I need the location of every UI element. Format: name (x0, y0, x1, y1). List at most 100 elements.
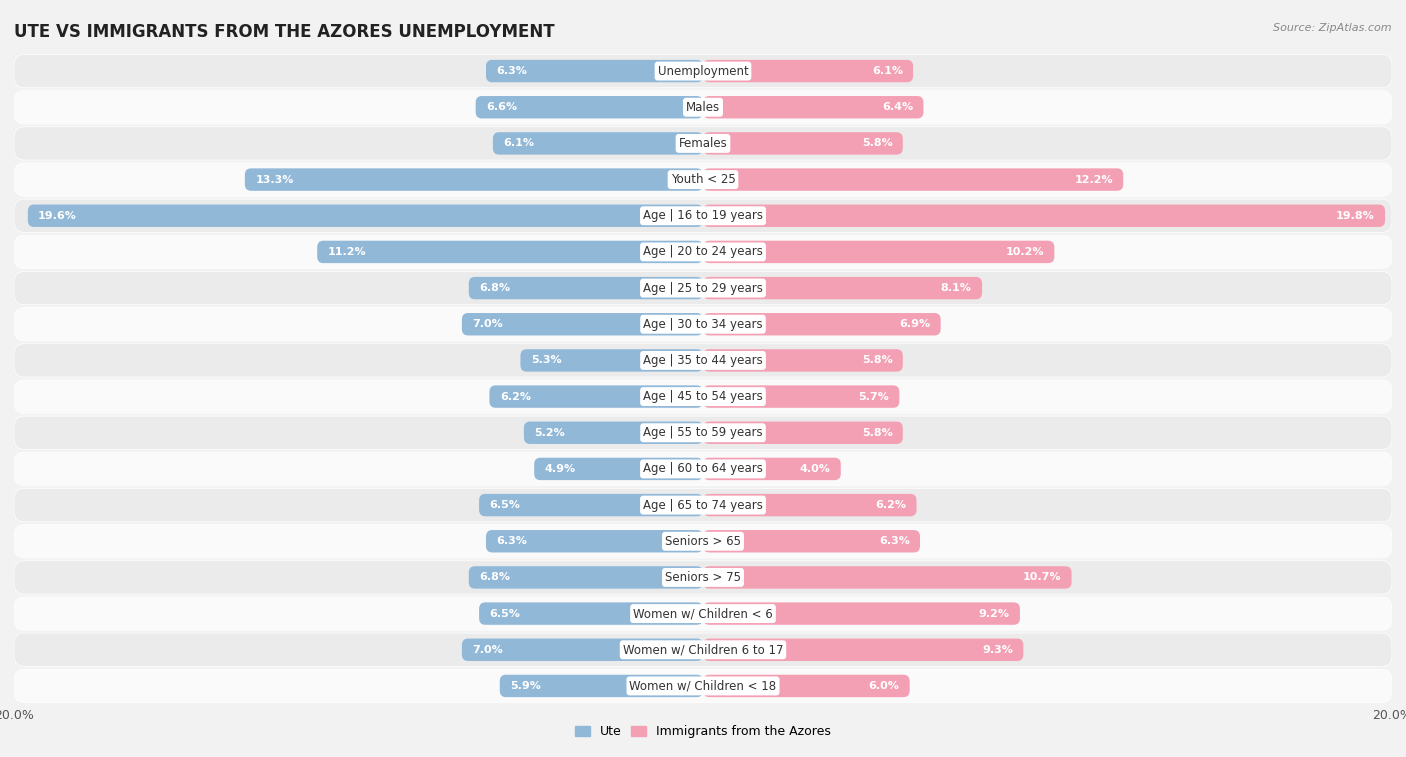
Text: 5.8%: 5.8% (862, 356, 893, 366)
FancyBboxPatch shape (468, 566, 703, 589)
Text: 13.3%: 13.3% (256, 175, 294, 185)
FancyBboxPatch shape (14, 307, 1392, 341)
Text: 5.8%: 5.8% (862, 428, 893, 438)
Text: 6.5%: 6.5% (489, 500, 520, 510)
Text: Age | 16 to 19 years: Age | 16 to 19 years (643, 209, 763, 223)
FancyBboxPatch shape (245, 168, 703, 191)
FancyBboxPatch shape (479, 603, 703, 625)
Text: Source: ZipAtlas.com: Source: ZipAtlas.com (1274, 23, 1392, 33)
Text: 6.3%: 6.3% (496, 66, 527, 76)
Text: 5.8%: 5.8% (862, 139, 893, 148)
Text: Age | 20 to 24 years: Age | 20 to 24 years (643, 245, 763, 258)
FancyBboxPatch shape (703, 566, 1071, 589)
FancyBboxPatch shape (703, 458, 841, 480)
Text: 6.8%: 6.8% (479, 283, 510, 293)
Text: Age | 60 to 64 years: Age | 60 to 64 years (643, 463, 763, 475)
FancyBboxPatch shape (14, 199, 1392, 232)
Text: UTE VS IMMIGRANTS FROM THE AZORES UNEMPLOYMENT: UTE VS IMMIGRANTS FROM THE AZORES UNEMPL… (14, 23, 555, 41)
FancyBboxPatch shape (499, 674, 703, 697)
Text: 6.6%: 6.6% (486, 102, 517, 112)
FancyBboxPatch shape (489, 385, 703, 408)
Text: 4.9%: 4.9% (544, 464, 575, 474)
Text: 6.3%: 6.3% (879, 536, 910, 547)
FancyBboxPatch shape (14, 272, 1392, 305)
Text: Age | 30 to 34 years: Age | 30 to 34 years (643, 318, 763, 331)
FancyBboxPatch shape (703, 132, 903, 154)
Text: 6.3%: 6.3% (496, 536, 527, 547)
FancyBboxPatch shape (14, 633, 1392, 666)
Text: Age | 65 to 74 years: Age | 65 to 74 years (643, 499, 763, 512)
FancyBboxPatch shape (468, 277, 703, 299)
Text: 19.6%: 19.6% (38, 210, 77, 221)
FancyBboxPatch shape (14, 597, 1392, 631)
FancyBboxPatch shape (703, 674, 910, 697)
FancyBboxPatch shape (14, 669, 1392, 702)
Text: Youth < 25: Youth < 25 (671, 173, 735, 186)
FancyBboxPatch shape (534, 458, 703, 480)
FancyBboxPatch shape (14, 91, 1392, 124)
FancyBboxPatch shape (703, 313, 941, 335)
FancyBboxPatch shape (703, 422, 903, 444)
FancyBboxPatch shape (475, 96, 703, 118)
FancyBboxPatch shape (318, 241, 703, 263)
FancyBboxPatch shape (14, 561, 1392, 594)
FancyBboxPatch shape (479, 494, 703, 516)
Text: Seniors > 65: Seniors > 65 (665, 534, 741, 548)
Text: 7.0%: 7.0% (472, 319, 503, 329)
FancyBboxPatch shape (703, 385, 900, 408)
Text: Women w/ Children < 6: Women w/ Children < 6 (633, 607, 773, 620)
FancyBboxPatch shape (14, 126, 1392, 160)
Text: 8.1%: 8.1% (941, 283, 972, 293)
Text: 9.3%: 9.3% (983, 645, 1012, 655)
Text: 6.9%: 6.9% (900, 319, 931, 329)
FancyBboxPatch shape (703, 530, 920, 553)
FancyBboxPatch shape (14, 525, 1392, 558)
Text: Females: Females (679, 137, 727, 150)
FancyBboxPatch shape (703, 603, 1019, 625)
Text: 10.2%: 10.2% (1005, 247, 1045, 257)
Text: Women w/ Children 6 to 17: Women w/ Children 6 to 17 (623, 643, 783, 656)
FancyBboxPatch shape (14, 380, 1392, 413)
FancyBboxPatch shape (461, 639, 703, 661)
Text: Age | 25 to 29 years: Age | 25 to 29 years (643, 282, 763, 294)
FancyBboxPatch shape (494, 132, 703, 154)
FancyBboxPatch shape (14, 488, 1392, 522)
Text: 4.0%: 4.0% (800, 464, 831, 474)
FancyBboxPatch shape (703, 96, 924, 118)
FancyBboxPatch shape (703, 349, 903, 372)
FancyBboxPatch shape (486, 60, 703, 83)
FancyBboxPatch shape (461, 313, 703, 335)
Text: 6.0%: 6.0% (869, 681, 900, 691)
FancyBboxPatch shape (703, 639, 1024, 661)
Text: 6.5%: 6.5% (489, 609, 520, 618)
Text: 5.9%: 5.9% (510, 681, 541, 691)
FancyBboxPatch shape (14, 416, 1392, 450)
FancyBboxPatch shape (524, 422, 703, 444)
Text: 6.2%: 6.2% (499, 391, 530, 401)
FancyBboxPatch shape (703, 494, 917, 516)
Text: 6.1%: 6.1% (872, 66, 903, 76)
Text: 6.4%: 6.4% (882, 102, 912, 112)
Text: Unemployment: Unemployment (658, 64, 748, 77)
FancyBboxPatch shape (14, 235, 1392, 269)
FancyBboxPatch shape (28, 204, 703, 227)
Text: 6.2%: 6.2% (876, 500, 907, 510)
FancyBboxPatch shape (14, 163, 1392, 196)
Text: 5.3%: 5.3% (531, 356, 561, 366)
Text: 7.0%: 7.0% (472, 645, 503, 655)
FancyBboxPatch shape (703, 168, 1123, 191)
FancyBboxPatch shape (14, 452, 1392, 485)
FancyBboxPatch shape (703, 204, 1385, 227)
Text: 5.2%: 5.2% (534, 428, 565, 438)
Text: 6.8%: 6.8% (479, 572, 510, 582)
Text: 11.2%: 11.2% (328, 247, 366, 257)
Text: Age | 55 to 59 years: Age | 55 to 59 years (643, 426, 763, 439)
Text: Age | 35 to 44 years: Age | 35 to 44 years (643, 354, 763, 367)
Text: 19.8%: 19.8% (1336, 210, 1375, 221)
FancyBboxPatch shape (520, 349, 703, 372)
Text: Women w/ Children < 18: Women w/ Children < 18 (630, 680, 776, 693)
Text: 6.1%: 6.1% (503, 139, 534, 148)
Text: Seniors > 75: Seniors > 75 (665, 571, 741, 584)
Text: Age | 45 to 54 years: Age | 45 to 54 years (643, 390, 763, 403)
FancyBboxPatch shape (703, 277, 981, 299)
